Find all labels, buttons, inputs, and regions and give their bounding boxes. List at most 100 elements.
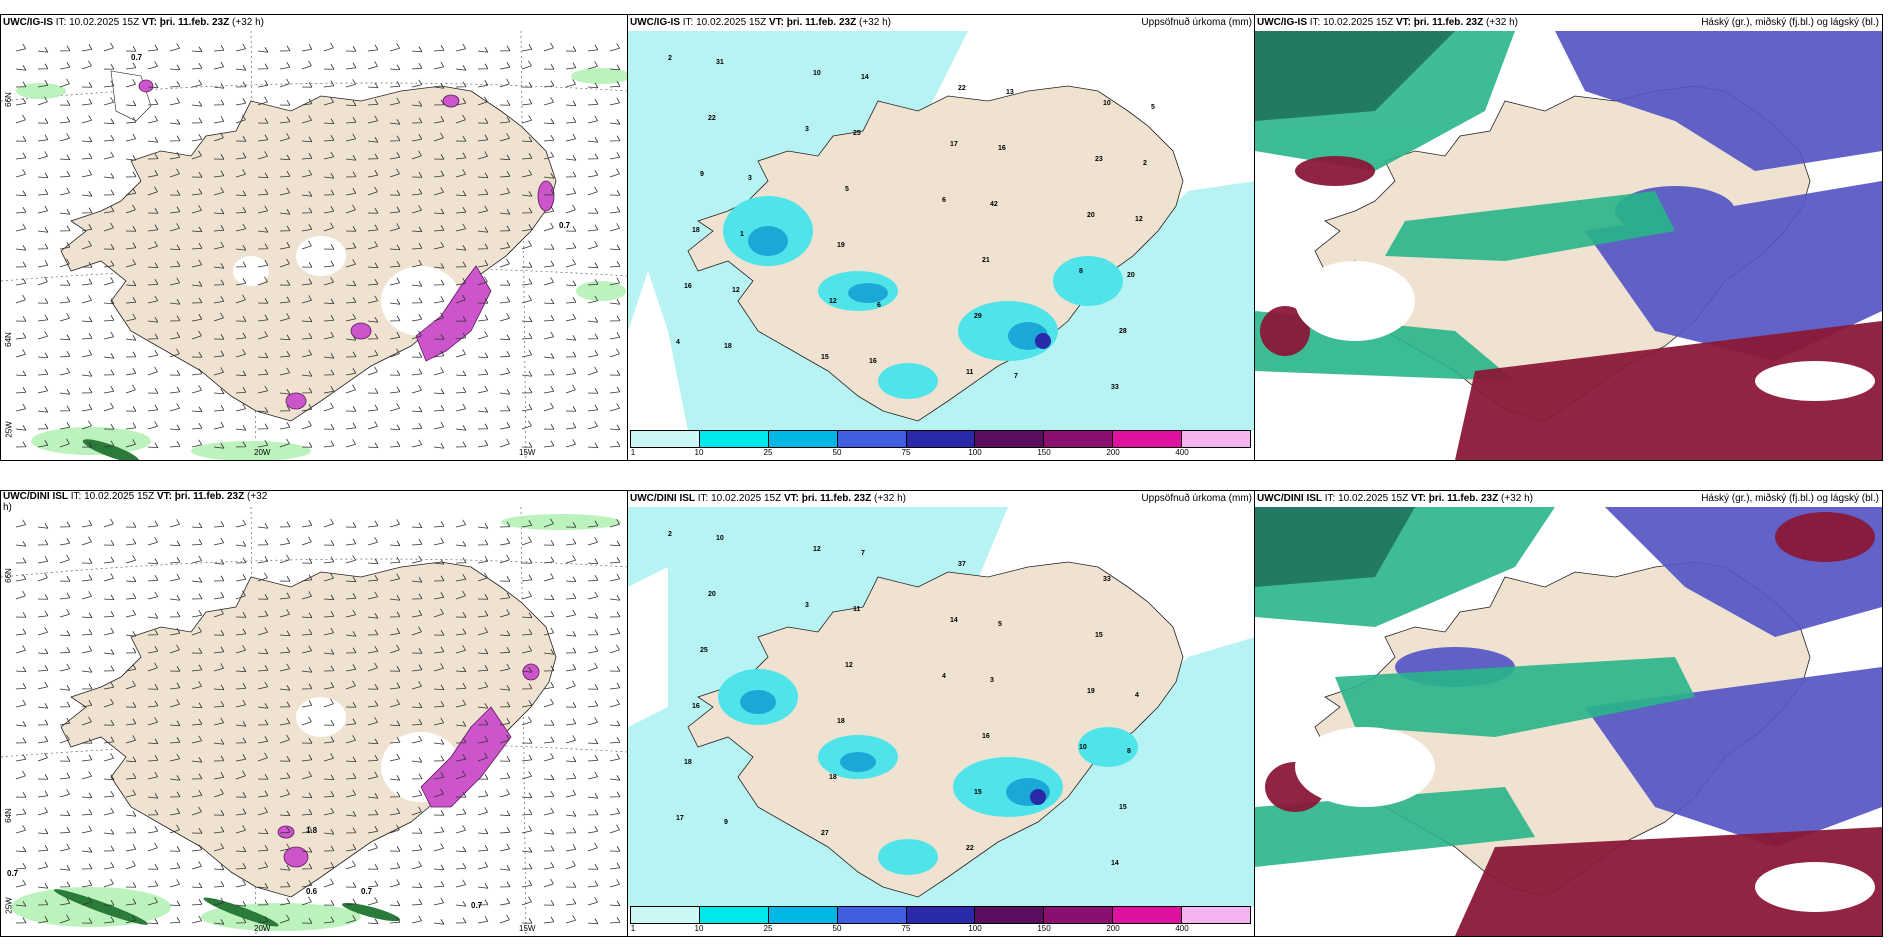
wind-barb — [125, 280, 137, 287]
wind-barb — [477, 260, 489, 268]
wind-barb — [367, 366, 378, 376]
wind-barb — [235, 349, 246, 358]
wind-barb — [565, 259, 576, 268]
wind-barb — [191, 188, 203, 196]
wind-barb — [103, 611, 115, 618]
wind-barb — [37, 63, 49, 70]
wind-barb — [543, 682, 555, 690]
wind-barb — [455, 541, 467, 547]
wind-barb — [565, 313, 577, 322]
wind-barb — [235, 808, 247, 816]
wind-barb — [411, 46, 423, 53]
wind-barb — [411, 702, 423, 709]
wind-barb — [257, 118, 269, 124]
wind-barb — [81, 683, 93, 690]
wind-barb — [389, 403, 400, 412]
wind-barb — [147, 388, 159, 394]
wind-barb — [257, 47, 269, 53]
precip-value: 37 — [958, 561, 966, 568]
wind-barb — [367, 350, 379, 358]
colorbar-tick: 200 — [1106, 448, 1120, 457]
wind-barb — [367, 700, 379, 708]
wind-barb — [103, 42, 114, 52]
precip-value: 18 — [837, 718, 845, 725]
wind-barb — [565, 844, 577, 852]
precip-value: 15 — [974, 789, 982, 796]
wind-barb — [543, 736, 555, 744]
wind-barb — [323, 753, 334, 762]
wind-barb — [235, 792, 247, 798]
wind-barb — [609, 135, 621, 142]
wind-barb — [411, 117, 423, 124]
wind-barb — [521, 847, 533, 853]
wind-barb — [15, 770, 26, 780]
wind-barb — [257, 861, 269, 870]
wind-barb — [477, 47, 489, 53]
wind-barb — [81, 442, 93, 448]
wind-barb — [477, 703, 489, 709]
wind-barb — [565, 702, 577, 708]
cloud-map — [1255, 31, 1882, 460]
wind-barb — [543, 97, 554, 106]
wind-barb — [367, 842, 378, 852]
wind-barb — [609, 737, 621, 744]
wind-barb — [323, 518, 334, 528]
wind-barb — [125, 631, 137, 637]
wind-barb — [411, 406, 423, 413]
wind-barb — [433, 608, 444, 618]
wind-barb — [213, 608, 224, 618]
precip-value: 12 — [829, 298, 837, 305]
wind-barb — [103, 440, 115, 448]
wind-barb — [521, 404, 533, 412]
wind-barb — [279, 187, 291, 196]
wind-barb — [499, 351, 511, 358]
wind-barb — [169, 573, 181, 582]
wind-barb — [543, 440, 555, 448]
wind-barb — [477, 916, 489, 924]
wind-barb — [81, 918, 93, 924]
wind-barb — [81, 612, 93, 619]
wind-barb — [235, 403, 247, 412]
wind-barb — [455, 628, 467, 636]
wind-barb — [565, 756, 577, 763]
wind-barb — [191, 539, 203, 546]
wind-barb — [543, 315, 555, 322]
wind-barb — [323, 353, 335, 359]
wind-barb — [411, 610, 423, 618]
wind-barb — [301, 754, 313, 762]
wind-barb — [587, 558, 599, 565]
wind-barb — [279, 538, 291, 546]
wind-barb — [37, 151, 48, 160]
wind-barb — [213, 684, 225, 691]
wind-barb — [279, 647, 291, 654]
wind-barb — [37, 916, 49, 924]
wind-barb — [521, 316, 533, 323]
wind-barb — [37, 665, 49, 672]
wind-barb — [433, 537, 445, 546]
wind-barb — [147, 333, 159, 340]
wind-barb — [565, 62, 577, 70]
wind-barb — [433, 367, 444, 376]
wind-barb — [37, 260, 49, 268]
wind-barb — [15, 441, 27, 448]
wind-barb — [433, 350, 445, 358]
wind-barb — [345, 384, 356, 394]
precip-value: 9 — [700, 171, 704, 178]
value-label: 0.7 — [471, 901, 483, 910]
wind-barb — [543, 627, 555, 636]
wind-barb — [389, 261, 401, 268]
wind-barb — [587, 82, 599, 89]
wind-barb — [81, 262, 93, 268]
wind-barb — [367, 771, 379, 780]
precip-value: 7 — [861, 550, 865, 557]
wind-barb — [257, 331, 268, 340]
wind-barb — [191, 368, 203, 376]
wind-barb — [147, 575, 159, 582]
wind-barb — [477, 736, 489, 744]
wind-barb — [521, 738, 533, 744]
wind-barb — [59, 827, 71, 834]
wind-barb — [345, 609, 357, 618]
wind-barb — [147, 558, 159, 565]
wind-barb — [191, 828, 203, 834]
panel-title: UWC/DINI ISL IT: 10.02.2025 15Z VT: þri.… — [630, 493, 906, 504]
